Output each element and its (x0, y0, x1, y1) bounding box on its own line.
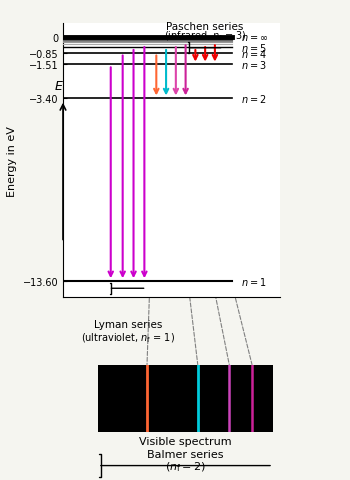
Text: Visible spectrum: Visible spectrum (139, 436, 232, 446)
Text: Balmer series: Balmer series (147, 449, 224, 459)
Text: $n = \infty$: $n = \infty$ (241, 33, 268, 43)
Text: (ultraviolet, $n_{\mathrm{f}}$ = 1): (ultraviolet, $n_{\mathrm{f}}$ = 1) (81, 330, 175, 344)
Text: $n = 3$: $n = 3$ (241, 60, 266, 72)
Text: $n = 5$: $n = 5$ (241, 42, 266, 54)
Text: $n = 1$: $n = 1$ (241, 276, 266, 288)
Text: Paschen series: Paschen series (167, 22, 244, 32)
Y-axis label: Energy in eV: Energy in eV (7, 125, 17, 196)
Text: $n = 2$: $n = 2$ (241, 93, 266, 105)
Text: Lyman series: Lyman series (94, 320, 162, 329)
Text: (infrared, $n_{\mathrm{f}}$ = 3): (infrared, $n_{\mathrm{f}}$ = 3) (164, 30, 246, 43)
Text: $E$: $E$ (54, 80, 64, 93)
Text: $n = 4$: $n = 4$ (241, 48, 267, 60)
Text: $(n_{\mathrm{f}} = 2)$: $(n_{\mathrm{f}} = 2)$ (165, 460, 206, 473)
